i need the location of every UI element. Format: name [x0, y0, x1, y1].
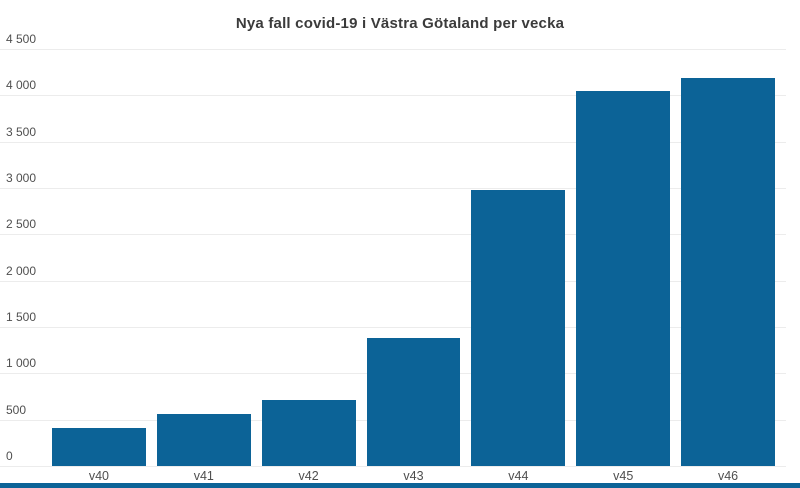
bar-v40 [52, 428, 146, 466]
gridline-4000 [0, 95, 786, 97]
bar-v44 [471, 189, 566, 466]
bottom-accent-bar [0, 483, 800, 488]
x-tick-label-v44: v44 [508, 469, 529, 483]
x-tick-label-v45: v45 [613, 469, 634, 483]
gridline-0 [0, 466, 786, 467]
x-tick-label-v41: v41 [193, 469, 214, 483]
y-tick-label-0: 0 [6, 449, 13, 463]
gridline-3000 [0, 188, 786, 189]
y-tick-label-2000: 2 000 [6, 263, 37, 278]
gridline-3500 [0, 141, 786, 143]
y-tick-label-1500: 1 500 [6, 310, 37, 324]
y-tick-label-4500: 4 500 [6, 32, 37, 46]
gridline-4500 [0, 49, 786, 50]
gridline-2000 [0, 280, 786, 282]
gridline-2500 [0, 234, 786, 236]
bar-v46 [681, 77, 775, 466]
y-tick-label-3500: 3 500 [6, 124, 37, 139]
x-tick-label-v46: v46 [717, 469, 739, 483]
x-tick-label-v40: v40 [88, 469, 109, 483]
bar-v45 [576, 90, 671, 466]
y-tick-label-2500: 2 500 [6, 217, 37, 232]
bar-v41 [156, 414, 251, 466]
y-tick-label-3000: 3 000 [6, 171, 37, 185]
x-tick-label-v42: v42 [298, 469, 319, 483]
bar-v43 [366, 338, 461, 466]
bar-v42 [261, 400, 356, 466]
y-tick-label-4000: 4 000 [6, 78, 37, 93]
x-tick-label-v43: v43 [403, 469, 424, 483]
chart-title: Nya fall covid-19 i Västra Götaland per … [235, 15, 565, 32]
y-tick-label-1000: 1 000 [6, 356, 37, 371]
gridline-1500 [0, 327, 786, 328]
y-tick-label-500: 500 [6, 402, 27, 417]
